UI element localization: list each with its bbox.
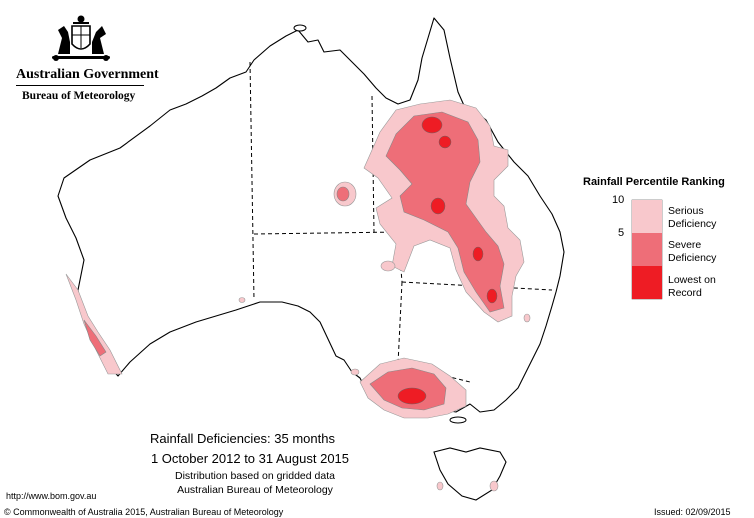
map-title: Rainfall Deficiencies: 35 months	[150, 431, 335, 446]
map-subtitle-source: Australian Bureau of Meteorology	[177, 484, 333, 496]
legend-tick-10: 10	[612, 194, 625, 206]
legend-swatch-lowest	[632, 266, 662, 299]
map-subtitle-method: Distribution based on gridded data	[175, 470, 335, 482]
legend-tick-5: 5	[618, 227, 625, 239]
bom-website-link[interactable]: http://www.bom.gov.au	[6, 491, 97, 501]
deficiency-lowest	[397, 116, 498, 405]
legend-label-serious: Serious Deficiency	[668, 205, 717, 230]
map-date-range: 1 October 2012 to 31 August 2015	[150, 451, 350, 466]
legend-title: Rainfall Percentile Ranking	[583, 176, 725, 188]
issued-date: Issued: 02/09/2015	[654, 507, 731, 517]
agency-title: Bureau of Meteorology	[22, 90, 136, 102]
tasmania-outline	[433, 447, 507, 501]
header-divider	[16, 85, 144, 86]
legend-swatch-serious	[632, 200, 662, 233]
legend-label-severe: Severe Deficiency	[668, 239, 717, 264]
legend-swatch-severe	[632, 233, 662, 266]
copyright-notice: © Commonwealth of Australia 2015, Austra…	[4, 507, 284, 517]
government-title: Australian Government	[16, 67, 159, 82]
coat-of-arms-logo	[52, 15, 110, 61]
legend-label-lowest: Lowest on Record	[668, 274, 716, 299]
